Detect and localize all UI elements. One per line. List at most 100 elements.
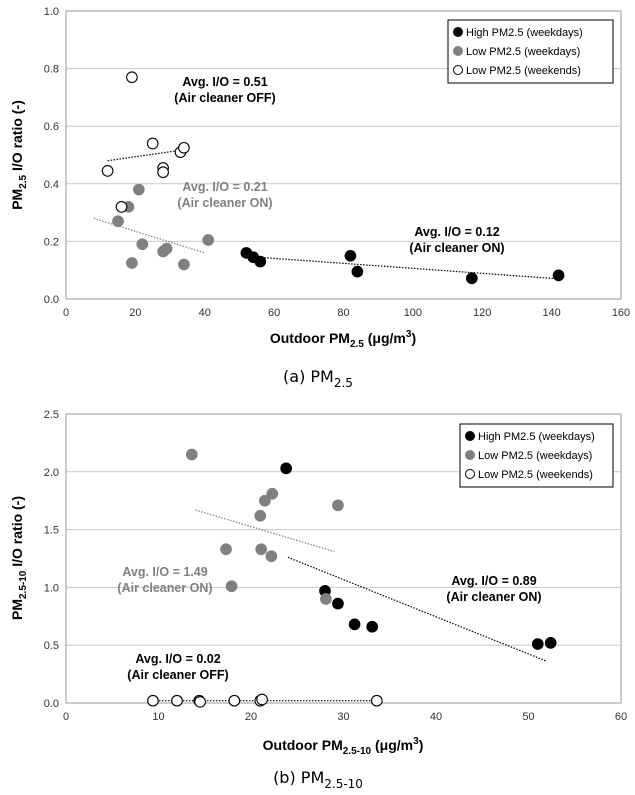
y-tick-label: 0.6	[44, 121, 59, 133]
legend-marker	[453, 27, 463, 37]
x-tick-label: 100	[404, 307, 422, 319]
x-tick-label: 0	[63, 307, 69, 319]
x-tick-labels: 0 10 20 30 40 50 60	[63, 711, 627, 723]
data-point	[256, 693, 268, 706]
data-point	[178, 258, 190, 271]
data-point	[112, 215, 124, 228]
y-axis-title: PM2.5-10 I/O ratio (-)	[9, 496, 29, 620]
chart-a: 0.0 0.2 0.4 0.6 0.8 1.0 0 20 40 60 80 100 120 140 160…	[9, 6, 630, 390]
x-tick-label: 160	[612, 307, 630, 319]
y-tick-label: 2.0	[44, 467, 59, 479]
data-point	[320, 593, 332, 605]
data-point	[160, 242, 173, 255]
annotations: Avg. I/O = 0.51 (Air cleaner OFF) Avg. I/O…	[174, 75, 504, 255]
x-tick-label: 20	[129, 307, 141, 319]
data-point	[332, 499, 344, 512]
annotation-avg: Avg. I/O = 0.21	[182, 180, 267, 194]
y-tick-label: 1.5	[44, 525, 59, 537]
data-points	[101, 71, 565, 285]
data-point	[147, 694, 159, 707]
y-tick-label: 1.0	[44, 582, 59, 594]
data-point	[465, 272, 478, 285]
data-point	[146, 137, 159, 150]
gridlines	[66, 471, 621, 646]
trend-line	[246, 255, 559, 280]
x-tick-label: 10	[152, 711, 164, 723]
y-axis-title: PM2.5 I/O ratio (-)	[9, 100, 29, 210]
legend-entry: Low PM2.5 (weekends)	[478, 469, 593, 481]
y-tick-label: 0.8	[44, 64, 59, 76]
annotation-condition: (Air cleaner ON)	[409, 241, 504, 255]
data-point	[280, 462, 293, 475]
data-point	[255, 543, 268, 556]
y-tick-label: 0.4	[44, 179, 59, 191]
data-point	[225, 580, 238, 593]
annotations: Avg. I/O = 1.49 (Air cleaner ON) Avg. I/O …	[117, 565, 541, 682]
trend-line	[195, 509, 335, 553]
chart-b: 0.0 0.5 1.0 1.5 2.0 2.5 0 10 20 30 40 50 60 High PM…	[9, 409, 627, 791]
trend-line	[93, 217, 205, 254]
annotation-avg: Avg. I/O = 1.49	[122, 565, 207, 579]
data-point	[126, 257, 138, 269]
data-point	[171, 694, 183, 707]
data-point	[351, 265, 364, 278]
x-tick-label: 20	[245, 711, 257, 723]
annotation-condition: (Air cleaner ON)	[177, 196, 272, 210]
data-point	[220, 543, 232, 556]
legend-marker	[453, 65, 463, 75]
x-tick-labels: 0 20 40 60 80 100 120 140 160	[63, 307, 630, 319]
y-tick-label: 0.0	[44, 698, 59, 710]
data-point	[101, 164, 114, 177]
data-point	[136, 238, 149, 251]
trend-lines	[93, 148, 559, 280]
legend-marker	[453, 46, 463, 56]
data-point	[202, 234, 215, 246]
y-tick-label: 0.5	[44, 640, 59, 652]
legend-box	[447, 19, 614, 84]
annotation-condition: (Air cleaner ON)	[117, 581, 212, 595]
legend-entry: Low PM2.5 (weekends)	[466, 65, 581, 77]
x-tick-label: 140	[542, 307, 560, 319]
y-tick-label: 2.5	[44, 409, 59, 421]
data-point	[366, 620, 379, 633]
data-point	[259, 494, 271, 507]
caption-b: (b) PM2.5-10	[273, 768, 363, 791]
legend-marker	[465, 431, 475, 441]
data-point	[185, 448, 198, 461]
legend-marker	[465, 469, 475, 479]
legend: High PM2.5 (weekdays) Low PM2.5 (weekdays…	[447, 19, 614, 84]
data-point	[115, 200, 128, 213]
data-point	[344, 249, 357, 262]
data-point	[126, 71, 138, 84]
data-point	[254, 255, 267, 268]
plot-area	[65, 413, 622, 704]
data-point	[266, 487, 279, 500]
x-tick-label: 60	[615, 711, 627, 723]
data-point	[332, 597, 344, 610]
legend-entry: High PM2.5 (weekdays)	[466, 27, 583, 39]
legend-entry: High PM2.5 (weekdays)	[478, 431, 595, 443]
trend-line	[107, 148, 188, 162]
data-point	[552, 269, 565, 282]
trend-line	[287, 556, 548, 662]
x-axis-title: Outdoor PM2.5 (μg/m3)	[270, 329, 416, 350]
legend-entry: Low PM2.5 (weekdays)	[466, 46, 580, 58]
data-point	[348, 618, 361, 631]
data-point	[531, 638, 544, 650]
data-point	[132, 183, 145, 196]
data-point	[265, 550, 278, 563]
data-point	[157, 166, 169, 179]
annotation-condition: (Air cleaner ON)	[446, 590, 541, 604]
x-tick-label: 30	[337, 711, 349, 723]
legend: High PM2.5 (weekdays) Low PM2.5 (weekdays…	[459, 423, 614, 488]
data-point	[544, 637, 557, 649]
annotation-avg: Avg. I/O = 0.51	[182, 75, 267, 89]
x-tick-label: 40	[430, 711, 442, 723]
plot-area	[65, 10, 622, 300]
annotation-avg: Avg. I/O = 0.89	[451, 574, 536, 588]
x-tick-label: 50	[522, 711, 534, 723]
x-tick-label: 40	[199, 307, 211, 319]
annotation-condition: (Air cleaner OFF)	[174, 91, 275, 105]
data-point	[254, 509, 267, 522]
